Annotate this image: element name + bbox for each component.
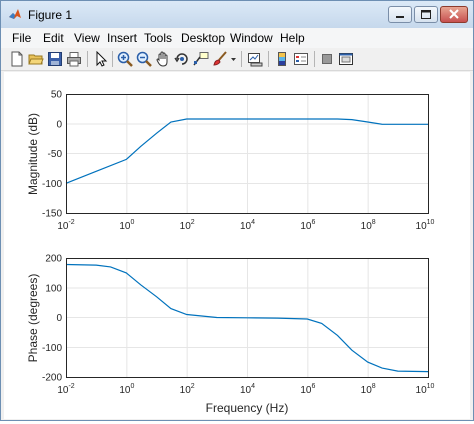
phase-line [65, 263, 429, 373]
hide-plot-tools-icon[interactable] [319, 51, 335, 67]
data-cursor-icon[interactable] [193, 51, 209, 67]
y-tick-label: 50 [51, 90, 63, 101]
insert-colorbar-icon[interactable] [274, 51, 290, 67]
edit-plot-icon[interactable] [93, 51, 109, 67]
x-tick-label: 104 [240, 219, 255, 232]
x-tick-label: 108 [361, 219, 376, 232]
pan-icon[interactable] [155, 51, 171, 67]
y-tick-label: 200 [45, 254, 62, 265]
y-tick-label: 100 [45, 284, 62, 295]
maximize-icon [421, 10, 431, 19]
brush-dropdown-icon[interactable] [230, 51, 237, 67]
y-tick-label: -100 [42, 179, 62, 190]
rotate-3d-icon[interactable] [174, 51, 190, 67]
phase-x-ticks: 10-2 100 102 104 106 108 1010 [57, 383, 434, 396]
toolbar-separator [241, 51, 242, 67]
x-tick-label: 10-2 [57, 383, 74, 396]
bode-plot: 50 0 -50 -100 -150 10-2 100 102 104 106 … [26, 90, 435, 416]
insert-legend-icon[interactable] [293, 51, 309, 67]
phase-axes[interactable]: 200 100 0 -100 -200 10-2 100 102 104 106… [26, 254, 435, 416]
show-plot-tools-icon[interactable] [338, 51, 354, 67]
y-tick-label: -200 [42, 373, 62, 384]
zoom-out-icon[interactable] [136, 51, 152, 67]
window-title: Figure 1 [28, 8, 73, 22]
open-file-icon[interactable] [28, 51, 44, 67]
y-tick-label: -150 [42, 209, 62, 220]
x-tick-label: 104 [240, 383, 255, 396]
toolbar [1, 48, 473, 71]
toolbar-separator [268, 51, 269, 67]
minimize-button[interactable] [388, 6, 412, 23]
x-tick-label: 108 [361, 383, 376, 396]
magnitude-y-axis-label: Magnitude (dB) [26, 113, 40, 195]
toolbar-separator [112, 51, 113, 67]
magnitude-axes[interactable]: 50 0 -50 -100 -150 10-2 100 102 104 106 … [26, 90, 435, 233]
x-axis-label: Frequency (Hz) [206, 401, 289, 415]
menu-help[interactable]: Help [280, 31, 305, 45]
x-tick-label: 1010 [416, 383, 435, 396]
close-button[interactable] [440, 6, 468, 23]
menu-bar: File Edit View Insert Tools Desktop Wind… [1, 28, 473, 48]
magnitude-y-ticks: 50 0 -50 -100 -150 [42, 90, 62, 220]
menu-insert[interactable]: Insert [107, 31, 138, 45]
figure-canvas: 50 0 -50 -100 -150 10-2 100 102 104 106 … [4, 72, 470, 419]
matlab-logo-icon [9, 9, 21, 19]
toolbar-separator [87, 51, 88, 67]
phase-y-axis-label: Phase (degrees) [26, 274, 40, 363]
y-tick-label: -100 [42, 343, 62, 354]
minimize-icon [396, 16, 404, 18]
link-plot-icon[interactable] [247, 51, 263, 67]
magnitude-x-ticks: 10-2 100 102 104 106 108 1010 [57, 219, 434, 232]
close-icon [449, 9, 459, 19]
menu-tools[interactable]: Tools [144, 31, 173, 45]
maximize-button[interactable] [414, 6, 438, 23]
magnitude-line [65, 118, 428, 184]
x-tick-label: 100 [119, 219, 134, 232]
menu-edit[interactable]: Edit [43, 31, 64, 45]
title-bar[interactable]: Figure 1 [1, 1, 473, 28]
zoom-in-icon[interactable] [117, 51, 133, 67]
print-icon[interactable] [66, 51, 82, 67]
x-tick-label: 102 [180, 383, 195, 396]
y-tick-label: 0 [56, 120, 62, 131]
y-tick-label: -50 [48, 149, 63, 160]
magnitude-grid [66, 94, 428, 213]
x-tick-label: 106 [300, 219, 315, 232]
x-tick-label: 10-2 [57, 219, 74, 232]
new-figure-icon[interactable] [9, 51, 25, 67]
phase-y-ticks: 200 100 0 -100 -200 [42, 254, 62, 384]
x-tick-label: 102 [180, 219, 195, 232]
menu-desktop[interactable]: Desktop [181, 31, 226, 45]
x-tick-label: 106 [300, 383, 315, 396]
phase-grid [66, 258, 428, 377]
x-tick-label: 1010 [416, 219, 435, 232]
save-icon[interactable] [47, 51, 63, 67]
menu-file[interactable]: File [12, 31, 32, 45]
brush-icon[interactable] [212, 51, 228, 67]
menu-window[interactable]: Window [230, 31, 273, 45]
y-tick-label: 0 [56, 313, 62, 324]
toolbar-separator [314, 51, 315, 67]
x-tick-label: 100 [119, 383, 134, 396]
menu-view[interactable]: View [74, 31, 100, 45]
